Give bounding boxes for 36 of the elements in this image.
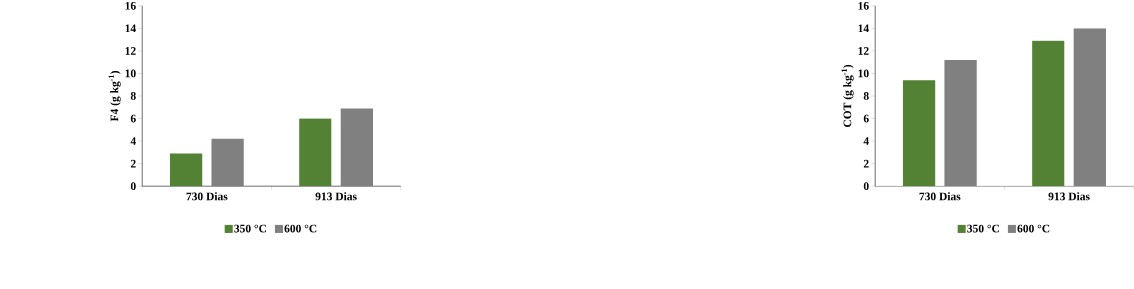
y-tick-label: 10: [125, 69, 136, 78]
y-tick-label: 0: [130, 182, 136, 191]
y-tick-label: 6: [863, 114, 869, 123]
y-tick-label: 8: [863, 92, 869, 100]
x-tick-label: 913 Dias: [1048, 192, 1090, 201]
bar: [944, 60, 977, 187]
y-tick-label: 10: [858, 69, 869, 78]
legend-label: 350 °C: [234, 224, 266, 233]
y-tick-label: 4: [863, 137, 869, 145]
legend-label: 350 °C: [967, 224, 999, 233]
y-axis-title: COT (g kg$^{-1}$): [841, 65, 854, 128]
bar: [169, 153, 203, 187]
legend-label: 600 °C: [284, 224, 317, 233]
y-tick-label: 16: [858, 2, 869, 10]
y-tick-label: 12: [125, 47, 136, 55]
y-tick-label: 8: [130, 92, 136, 100]
y-tick-label: 14: [125, 24, 136, 33]
bar: [902, 80, 936, 187]
legend-label: 600 °C: [1017, 224, 1050, 233]
bar: [211, 138, 244, 187]
y-tick-label: 0: [863, 182, 869, 191]
x-tick-label: 730 Dias: [186, 192, 228, 201]
y-tick-label: 4: [130, 137, 136, 145]
y-tick-label: 6: [130, 114, 136, 123]
y-tick-label: 14: [858, 24, 869, 33]
y-axis-title: F4 (g kg$^{-1}$): [108, 71, 121, 122]
bar: [299, 118, 332, 187]
y-tick-label: 2: [863, 159, 869, 168]
x-tick-label: 913 Dias: [315, 192, 357, 201]
y-tick-label: 2: [130, 159, 136, 168]
x-tick-label: 730 Dias: [919, 192, 961, 201]
bar: [1032, 40, 1065, 187]
bar: [340, 108, 374, 187]
bar: [1073, 28, 1106, 187]
y-tick-label: 12: [858, 47, 869, 55]
y-tick-label: 16: [125, 2, 136, 10]
